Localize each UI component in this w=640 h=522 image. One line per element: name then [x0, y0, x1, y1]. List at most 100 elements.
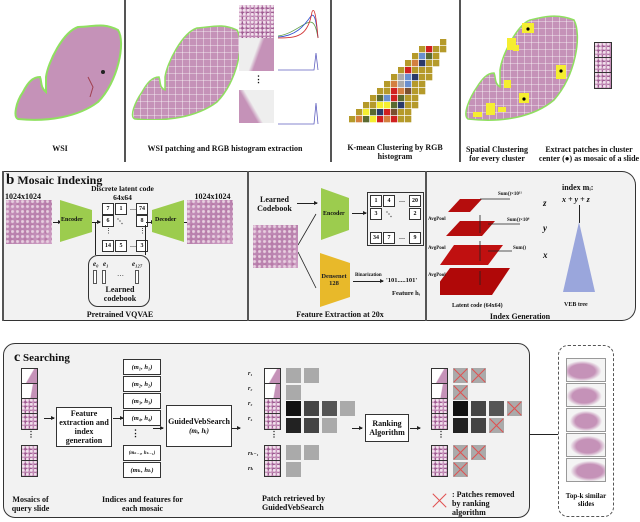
removed-x-icon — [507, 401, 522, 416]
row-label: rₖ₋₁ — [248, 451, 259, 457]
removed-x-icon — [471, 445, 486, 460]
retrieved-mosaic-bottom — [264, 445, 281, 477]
var-y: y — [543, 223, 547, 233]
output-size-label: 1024x1024 — [194, 192, 231, 201]
code-cell: 4 — [383, 195, 395, 207]
removed-x-icon — [471, 368, 486, 383]
similar-slide-thumbnail[interactable] — [566, 433, 606, 457]
query-label: Mosaics of query slide — [11, 495, 50, 514]
patching-label: WSI patching and RGB histogram extractio… — [147, 144, 303, 153]
row-label: r₂ — [248, 386, 253, 392]
retrieved-patch — [286, 445, 301, 460]
latent-code-label: Latent code (64x64) — [452, 303, 503, 309]
binarization-label: Binarization — [355, 273, 382, 278]
retrieved-patch — [286, 368, 301, 383]
encoder-shape — [60, 200, 92, 242]
latent-title: Discrete latent code 64x64 — [91, 184, 154, 202]
kmeans-cluster-map — [349, 39, 447, 123]
arrow — [297, 201, 318, 205]
spatial-cluster-wsi — [465, 15, 579, 121]
reconstructed-patch-image — [187, 200, 233, 244]
vqvae-caption: Pretrained VQVAE — [86, 310, 154, 319]
code-cell: 1 — [370, 195, 382, 207]
retrieved-patch — [471, 401, 486, 416]
input-patch-image — [6, 200, 52, 244]
code-cell: 2 — [409, 208, 421, 220]
latent-cell: 3 — [136, 240, 148, 252]
guided-veb-search-box: GuidedVebSearch (mᵢ, hᵢ) — [166, 405, 232, 447]
index-feature-item: (m₂, h₂) — [123, 376, 161, 392]
retrieved-patch — [340, 401, 355, 416]
removed-legend: : Patches removed by ranking algorithm — [452, 490, 515, 518]
divider — [425, 171, 427, 321]
removed-x-icon — [453, 368, 468, 383]
extract-label: Extract patches in cluster center (●) as… — [538, 145, 640, 164]
patch-thumbnail — [239, 90, 274, 123]
index-features-label: Indices and features for each mosaic — [102, 495, 183, 514]
latent-cell: 6 — [102, 215, 114, 227]
code-cell: 20 — [409, 195, 421, 207]
arrow — [113, 416, 124, 420]
panel-c-title: c Searching — [14, 350, 70, 365]
panel-b-title: b Mosaic Indexing — [6, 172, 103, 188]
retrieved-patch — [286, 462, 301, 477]
row-label: r₃ — [248, 401, 253, 407]
decoder-label: Decoder — [155, 217, 177, 223]
code-cell: 34 — [370, 232, 382, 244]
index-feature-item: (m₄, h₄) — [123, 410, 161, 426]
row-label: r₁ — [248, 371, 253, 377]
sum-label-x: Sum() — [513, 246, 527, 251]
wsi-tissue-image — [14, 24, 122, 121]
similar-slide-thumbnail[interactable] — [566, 358, 606, 382]
retrieved-patch — [286, 401, 301, 416]
retrieved-patch — [304, 418, 319, 433]
spatial-label: Spatial Clustering for every cluster — [465, 145, 528, 164]
sum-label-y: Sum()×10⁶ — [507, 218, 530, 223]
veb-tree-label: VEB tree — [564, 302, 588, 308]
connector — [95, 223, 96, 255]
ellipsis: ⋮ — [254, 74, 263, 84]
retrieved-patch — [453, 418, 468, 433]
retrieved-patch — [322, 418, 337, 433]
query-mosaic-top — [21, 368, 38, 430]
divider — [124, 0, 126, 162]
latent-cell: 74 — [136, 203, 148, 215]
feature-extraction-box: Feature extraction and index generation — [56, 407, 112, 447]
arrow — [44, 416, 55, 420]
encoder-label: Encoder — [61, 217, 83, 223]
retrieved-patch — [471, 418, 486, 433]
var-x: x — [543, 250, 548, 260]
retrieved-patch — [286, 385, 301, 400]
removed-x-icon — [489, 418, 504, 433]
latent-cell: 1 — [115, 203, 127, 215]
avgpool-label: AvgPool — [428, 217, 446, 222]
retrieved-label: Patch retrieved by GuidedVebSearch — [262, 494, 325, 513]
arrow — [353, 279, 384, 283]
patch-thumbnail — [239, 5, 274, 38]
code-cell: 9 — [409, 232, 421, 244]
var-z: z — [543, 198, 547, 208]
ellipsis: ⋮ — [270, 430, 278, 439]
similar-slide-thumbnail[interactable] — [566, 458, 606, 482]
similar-slide-thumbnail[interactable] — [566, 408, 606, 432]
latent-cell: 5 — [115, 240, 127, 252]
arrow — [410, 426, 421, 430]
arrow — [530, 434, 558, 435]
similar-slide-thumbnail[interactable] — [566, 383, 606, 407]
divider — [459, 0, 461, 162]
row-label: rₖ — [248, 466, 254, 472]
avgpool-label: AvgPool — [428, 246, 446, 251]
row-label: r₄ — [248, 416, 253, 422]
latent-cell: 14 — [102, 240, 114, 252]
ranked-mosaic-top — [431, 368, 448, 430]
code-cell: 3 — [370, 208, 382, 220]
top-k-label: Top-k similar slides — [565, 492, 607, 509]
patched-wsi-image — [131, 25, 241, 120]
feature-encoder-label: Encoder — [323, 211, 345, 217]
index-feature-item: (mₖ₋₁, hₖ₋₁) — [123, 445, 161, 461]
arrow — [232, 426, 241, 430]
arrow — [579, 205, 580, 223]
code-cell: … — [399, 235, 405, 241]
wsi-label: WSI — [52, 144, 68, 153]
feature-label: Feature hᵢ — [392, 290, 420, 297]
